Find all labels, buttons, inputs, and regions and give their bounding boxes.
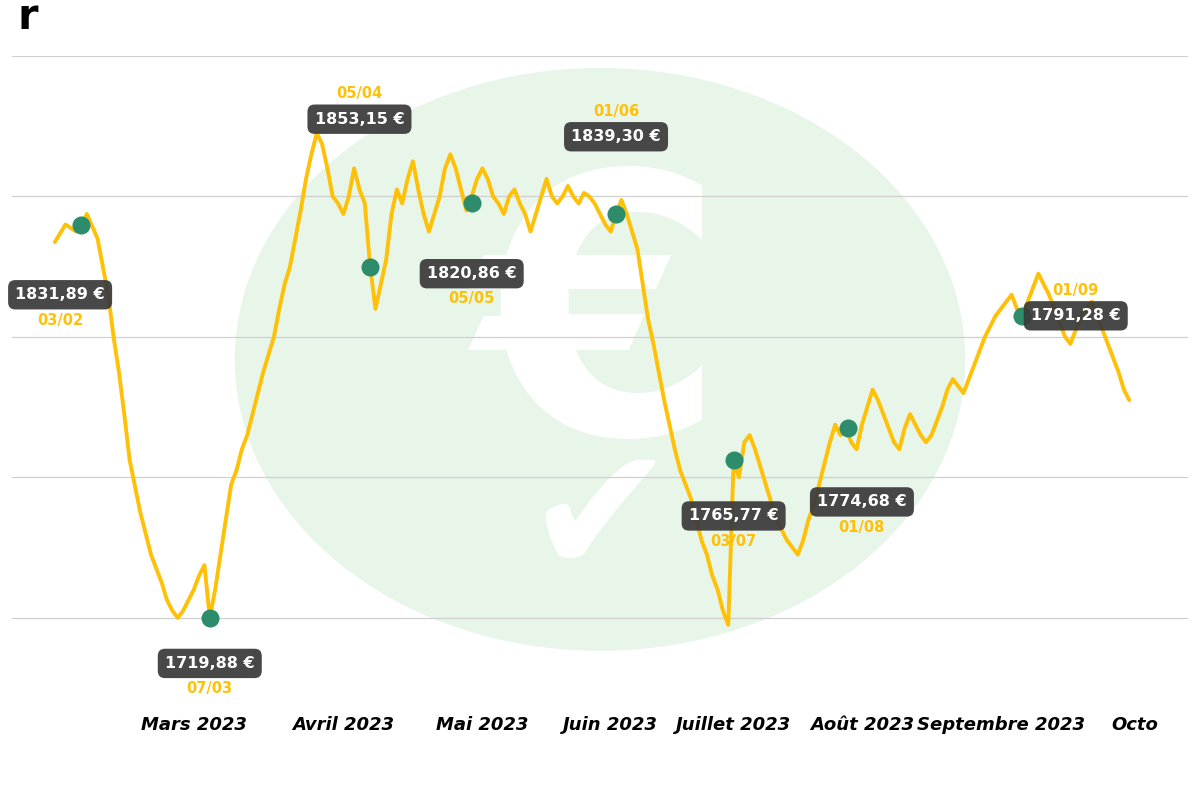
- Text: Juillet 2023: Juillet 2023: [676, 716, 791, 734]
- Text: Mars 2023: Mars 2023: [140, 716, 247, 734]
- Text: 1853,15 €: 1853,15 €: [314, 112, 404, 126]
- Text: 05/05: 05/05: [449, 291, 494, 306]
- Text: 1765,77 €: 1765,77 €: [689, 509, 779, 523]
- Text: 1791,28 €: 1791,28 €: [1031, 308, 1121, 323]
- Text: 01/08: 01/08: [839, 520, 886, 534]
- Text: 1719,88 €: 1719,88 €: [164, 656, 254, 671]
- Text: 03/07: 03/07: [710, 534, 757, 549]
- Text: 1831,89 €: 1831,89 €: [16, 287, 104, 302]
- Text: Août 2023: Août 2023: [810, 716, 914, 734]
- Text: 01/06: 01/06: [593, 104, 640, 119]
- Text: €: €: [474, 159, 726, 509]
- Text: 03/02: 03/02: [37, 313, 83, 327]
- Text: r: r: [17, 0, 38, 38]
- Text: 1774,68 €: 1774,68 €: [817, 494, 907, 510]
- Text: Mai 2023: Mai 2023: [437, 716, 528, 734]
- Text: 1839,30 €: 1839,30 €: [571, 130, 661, 144]
- Text: Avril 2023: Avril 2023: [293, 716, 395, 734]
- Text: Octo: Octo: [1111, 716, 1158, 734]
- Text: 05/04: 05/04: [336, 86, 383, 102]
- Text: Septembre 2023: Septembre 2023: [917, 716, 1085, 734]
- Text: 1820,86 €: 1820,86 €: [427, 266, 516, 281]
- Text: 01/09: 01/09: [1052, 283, 1099, 298]
- Text: 07/03: 07/03: [187, 682, 233, 696]
- Text: ✔: ✔: [524, 436, 676, 612]
- Ellipse shape: [235, 69, 965, 650]
- Text: Juin 2023: Juin 2023: [563, 716, 658, 734]
